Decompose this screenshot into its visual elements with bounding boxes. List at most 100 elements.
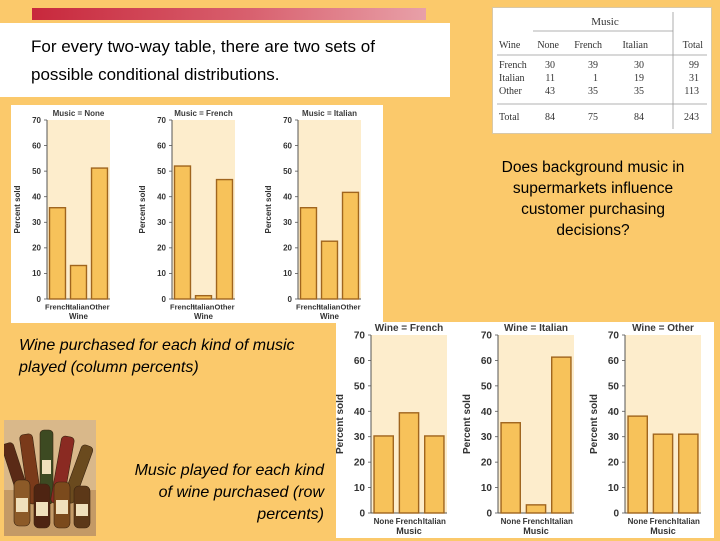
x-category-label: French	[523, 517, 550, 526]
chart-title: Wine = French	[375, 323, 444, 334]
table-header-cell: French	[574, 40, 602, 51]
column-percent-charts: Music = None 0 10 20 30 40 50 60 70 French Italian…	[11, 105, 383, 323]
table-cell: 39	[588, 60, 598, 71]
bar-chart: Music = French 0 10 20 30 40 50 60 70 FrenchItali…	[138, 109, 235, 321]
bar	[341, 191, 360, 300]
y-tick-label: 10	[283, 269, 292, 278]
bar-chart: Wine = French 0 10 20 30 40 50 60 70 None French It…	[336, 323, 447, 536]
y-tick-label: 30	[608, 432, 620, 443]
table-cell: 35	[634, 86, 644, 97]
bar	[373, 435, 394, 514]
x-category-label: Italian	[423, 517, 446, 526]
table-cell: French	[499, 60, 527, 71]
y-tick-label: 20	[608, 458, 620, 469]
y-tick-label: 40	[354, 407, 366, 418]
y-tick-label: 30	[481, 432, 493, 443]
x-category-label: Other	[214, 303, 234, 312]
y-tick-label: 50	[32, 167, 41, 176]
y-tick-label: 70	[32, 116, 41, 125]
y-tick-label: 50	[283, 167, 292, 176]
table-spanner: Music	[591, 16, 619, 28]
bar	[525, 504, 547, 514]
x-category-label: Other	[89, 303, 109, 312]
y-axis-label: Percent sold	[264, 185, 273, 233]
bar-chart: Music = None 0 10 20 30 40 50 60 70 FrenchItalian…	[13, 109, 110, 321]
y-tick-label: 0	[162, 295, 167, 304]
y-axis-label: Percent sold	[589, 394, 600, 454]
x-category-label: None	[501, 517, 522, 526]
table-cell: 35	[588, 86, 598, 97]
bar	[551, 356, 572, 514]
table-total-cell: 84	[634, 112, 644, 123]
title-accent-bar	[32, 8, 426, 20]
x-category-label: French	[650, 517, 677, 526]
y-tick-label: 70	[608, 331, 620, 342]
table-total-cell: 243	[684, 112, 699, 123]
y-tick-label: 0	[359, 509, 365, 520]
y-tick-label: 60	[32, 141, 41, 150]
x-category-label: Italian	[319, 303, 341, 312]
x-category-label: Italian	[68, 303, 90, 312]
intro-box: For every two-way table, there are two s…	[0, 23, 450, 97]
y-tick-label: 50	[354, 381, 366, 392]
bar	[424, 435, 445, 514]
table-background	[493, 8, 711, 133]
x-category-label: French	[296, 303, 321, 312]
table-cell: 30	[634, 60, 644, 71]
table-total-cell: 75	[588, 112, 598, 123]
y-tick-label: 60	[157, 141, 166, 150]
y-tick-label: 50	[608, 381, 620, 392]
wine-bottles-image	[1, 420, 96, 536]
bar	[194, 294, 213, 300]
x-category-label: Other	[340, 303, 360, 312]
x-category-label: Italian	[193, 303, 215, 312]
bar	[299, 207, 318, 300]
y-tick-label: 50	[157, 167, 166, 176]
y-tick-label: 50	[481, 381, 493, 392]
x-category-label: French	[45, 303, 70, 312]
question-text: Does background music in supermarkets in…	[501, 159, 685, 239]
y-tick-label: 20	[354, 458, 366, 469]
y-tick-label: 60	[481, 356, 493, 367]
row-percent-caption: Music played for each kind of wine purch…	[134, 462, 324, 523]
bar	[398, 412, 420, 514]
table-cell: Other	[499, 86, 522, 97]
table-cell: 19	[634, 73, 644, 84]
table-cell: 43	[545, 86, 555, 97]
y-tick-label: 60	[283, 141, 292, 150]
two-way-table: Music Wine None French Italian Total French 30 3…	[492, 7, 712, 134]
y-tick-label: 0	[37, 295, 42, 304]
table-cell: Italian	[499, 73, 525, 84]
y-tick-label: 20	[157, 244, 166, 253]
row-percent-charts: Wine = French 0 10 20 30 40 50 60 70 None French It…	[336, 322, 714, 538]
table-cell: 11	[545, 73, 555, 84]
bar	[48, 207, 67, 300]
y-tick-label: 30	[32, 218, 41, 227]
y-tick-label: 20	[32, 244, 41, 253]
y-tick-label: 10	[354, 483, 366, 494]
y-tick-label: 30	[283, 218, 292, 227]
y-tick-label: 40	[32, 193, 41, 202]
y-tick-label: 70	[157, 116, 166, 125]
y-tick-label: 40	[283, 193, 292, 202]
y-tick-label: 40	[157, 193, 166, 202]
bar	[678, 433, 699, 514]
chart-title: Music = Italian	[302, 109, 357, 118]
table-total-cell: 84	[545, 112, 555, 123]
column-percent-charts-svg: Music = None010203040506070FrenchItalian…	[13, 109, 361, 321]
bar	[215, 178, 234, 300]
table-cell: 113	[684, 86, 699, 97]
table-total-cell: Total	[499, 112, 520, 123]
chart-title: Music = French	[174, 109, 233, 118]
bar-chart: Music = Italian 0 10 20 30 40 50 60 70 FrenchItal…	[264, 109, 361, 321]
y-tick-label: 0	[486, 509, 492, 520]
y-axis-label: Percent sold	[13, 185, 22, 233]
y-tick-label: 30	[354, 432, 366, 443]
y-tick-label: 70	[354, 331, 366, 342]
bar-chart: Wine = Italian 0 10 20 30 40 50 60 70 None French I…	[462, 323, 574, 536]
bar	[320, 240, 339, 300]
x-category-label: None	[628, 517, 649, 526]
bar	[69, 264, 88, 300]
bar	[90, 167, 109, 300]
y-tick-label: 60	[354, 356, 366, 367]
